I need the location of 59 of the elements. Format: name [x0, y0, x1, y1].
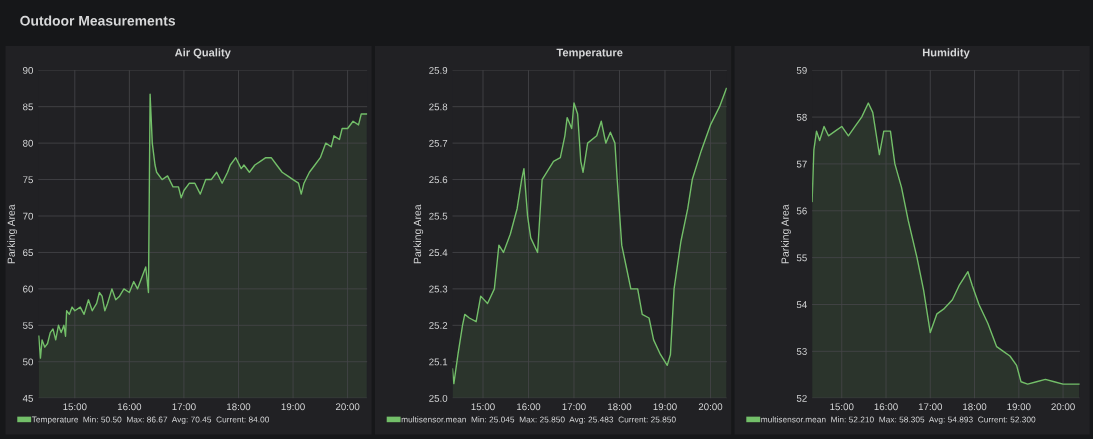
x-tick-label: 16:00: [874, 403, 898, 411]
x-tick-label: 18:00: [963, 403, 987, 411]
x-tick-label: 19:00: [653, 403, 677, 411]
y-tick-label: 59: [796, 66, 807, 74]
y-tick-label: 25.1: [429, 358, 448, 366]
y-tick-label: 65: [23, 249, 33, 257]
y-tick-label: 25.2: [429, 322, 448, 329]
y-tick-label: 70: [23, 212, 34, 220]
text: Min: 25.045 Max: 25.850 Avg: 25.483 Current: 25.850: [471, 416, 676, 425]
x-tick-label: 17:00: [918, 403, 943, 411]
y-tick-label: 57: [796, 160, 807, 168]
x-tick-label: 19:00: [281, 403, 305, 411]
x-tick-label: 16:00: [517, 403, 541, 411]
y-tick-label: 55: [796, 254, 807, 262]
x-tick-label: 18:00: [608, 403, 632, 411]
y-tick-label: 25.6: [429, 176, 448, 184]
y-tick-label: 25.5: [429, 212, 448, 220]
y-tick-label: 25.3: [429, 285, 448, 293]
x-tick-label: 18:00: [227, 403, 251, 411]
y-axis-title: Parking Area: [7, 204, 18, 264]
y-tick-label: 55: [22, 322, 33, 329]
y-tick-label: 85: [23, 103, 33, 111]
y-tick-label: 25.4: [429, 249, 448, 257]
legend-label: multisensor.mean: [761, 416, 826, 423]
x-tick-label: 17:00: [172, 403, 196, 411]
legend-label: multisensor.mean: [401, 416, 466, 423]
x-tick-label: 20:00: [335, 403, 360, 411]
x-tick-label: 17:00: [562, 403, 586, 411]
y-tick-label: 52: [796, 394, 807, 402]
y-axis-title: Parking Area: [781, 204, 791, 264]
y-tick-label: 54: [796, 301, 807, 309]
y-tick-label: 75: [23, 176, 33, 184]
x-tick-label: 16:00: [117, 403, 142, 411]
y-tick-label: 25.7: [429, 139, 448, 147]
y-tick-label: 25.9: [429, 66, 448, 74]
x-tick-label: 19:00: [1007, 403, 1031, 411]
chart-title: Air Quality: [174, 48, 231, 59]
y-tick-label: 60: [23, 285, 34, 293]
text: Outdoor Measurements: [20, 15, 175, 26]
y-tick-label: 45: [22, 395, 33, 402]
chart-title: Humidity: [922, 48, 970, 59]
chart-title: Temperature: [556, 48, 623, 59]
x-tick-label: 15:00: [471, 403, 495, 411]
legend-label: Temperature: [31, 416, 79, 425]
text: Min: 52.210 Max: 58.305 Avg: 54.893 Current: 52.300: [831, 416, 1036, 425]
y-tick-label: 90: [23, 66, 34, 74]
y-tick-label: 25.0: [429, 394, 448, 402]
y-tick-label: 58: [796, 113, 807, 121]
y-tick-label: 56: [796, 207, 807, 215]
y-axis-title: Parking Area: [413, 204, 424, 264]
y-tick-label: 50: [22, 358, 34, 366]
y-tick-label: 80: [23, 139, 34, 147]
x-tick-label: 20:00: [698, 403, 723, 411]
x-tick-label: 15:00: [830, 403, 854, 411]
x-tick-label: 15:00: [63, 403, 87, 411]
text: Min: 50.50 Max: 86.67 Avg: 70.45 Current: 84.00: [83, 416, 270, 425]
x-tick-label: 20:00: [1051, 403, 1075, 411]
y-tick-label: 25.8: [429, 103, 448, 111]
y-tick-label: 53: [796, 348, 807, 355]
